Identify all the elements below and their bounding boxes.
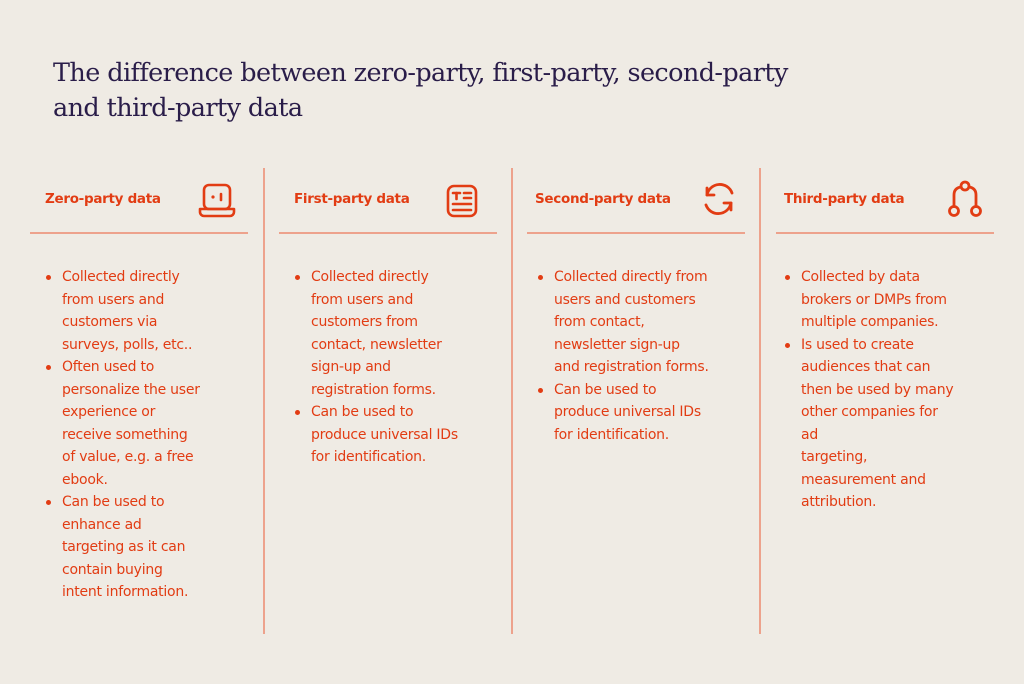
column-heading: First-party data bbox=[294, 191, 410, 207]
list-item: Collected directly from users and custom… bbox=[45, 266, 241, 356]
bullet-list: Collected by data brokers or DMPs from m… bbox=[784, 266, 996, 514]
column-divider bbox=[263, 168, 265, 634]
column-heading: Zero-party data bbox=[45, 191, 161, 207]
column-second-party: Second-party data Collected directly fro… bbox=[527, 168, 745, 443]
list-item: Can be used to produce universal IDs for… bbox=[294, 401, 490, 469]
header-underline bbox=[776, 232, 994, 234]
laptop-icon bbox=[196, 180, 238, 222]
column-header: First-party data bbox=[279, 168, 497, 234]
column-header: Second-party data bbox=[527, 168, 745, 234]
column-zero-party: Zero-party data Collected directly from … bbox=[30, 168, 248, 600]
form-document-icon bbox=[441, 180, 483, 222]
list-item: Is used to create audiences that can the… bbox=[784, 334, 996, 514]
column-divider bbox=[511, 168, 513, 634]
column-third-party: Third-party data Collected by data broke… bbox=[776, 168, 994, 510]
page-title: The difference between zero-party, first… bbox=[53, 58, 788, 123]
sync-arrows-icon bbox=[698, 178, 740, 220]
column-heading: Second-party data bbox=[535, 191, 671, 207]
list-item: Collected directly from users and custom… bbox=[537, 266, 747, 379]
header-underline bbox=[527, 232, 745, 234]
column-divider bbox=[759, 168, 761, 634]
list-item: Can be used to produce universal IDs for… bbox=[537, 379, 747, 447]
network-nodes-icon bbox=[944, 178, 986, 220]
list-item: Collected directly from users and custom… bbox=[294, 266, 490, 401]
column-header: Zero-party data bbox=[30, 168, 248, 234]
bullet-list: Collected directly from users and custom… bbox=[294, 266, 490, 469]
column-header: Third-party data bbox=[776, 168, 994, 234]
bullet-list: Collected directly from users and custom… bbox=[537, 266, 747, 446]
list-item: Often used to personalize the user exper… bbox=[45, 356, 241, 491]
list-item: Collected by data brokers or DMPs from m… bbox=[784, 266, 996, 334]
list-item: Can be used to enhance ad targeting as i… bbox=[45, 491, 241, 604]
bullet-list: Collected directly from users and custom… bbox=[45, 266, 241, 604]
column-heading: Third-party data bbox=[784, 191, 905, 207]
column-first-party: First-party data Collected directly from… bbox=[279, 168, 497, 465]
header-underline bbox=[30, 232, 248, 234]
header-underline bbox=[279, 232, 497, 234]
